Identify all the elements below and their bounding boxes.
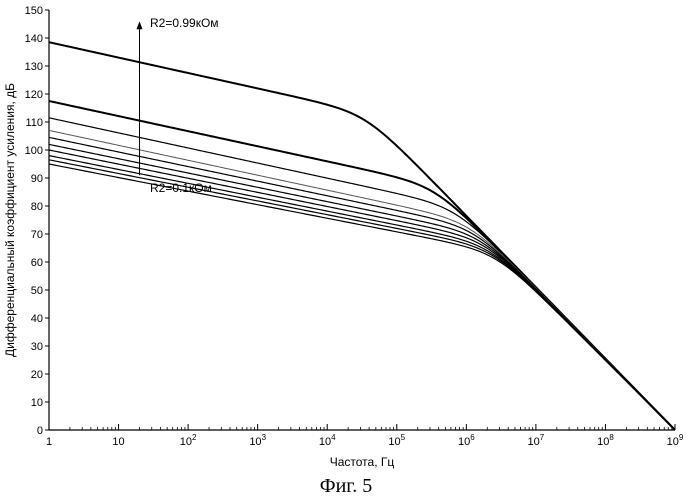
figure-caption: Фиг. 5 (320, 475, 372, 497)
series-line-9 (48, 159, 676, 431)
y-tick-label: 30 (31, 341, 43, 353)
y-tick-label: 130 (25, 61, 43, 73)
series-group (48, 41, 676, 431)
y-tick-label: 110 (25, 117, 43, 129)
axes (48, 10, 675, 431)
series-line-8 (48, 155, 676, 431)
x-tick-label: 106 (458, 433, 475, 448)
y-tick-label: 60 (31, 257, 43, 269)
series-line-6 (48, 143, 676, 431)
y-tick-label: 80 (31, 201, 43, 213)
y-tick-label: 20 (31, 369, 43, 381)
y-tick-label: 100 (25, 145, 43, 157)
series-line-1 (48, 41, 676, 431)
x-tick-label: 10 (112, 436, 124, 448)
y-tick-label: 120 (25, 89, 43, 101)
y-tick-label: 90 (31, 173, 43, 185)
y-tick-label: 10 (31, 397, 43, 409)
annotation-bottom-label: R2=0.1кОм (150, 181, 212, 195)
x-tick-label: 109 (667, 433, 684, 448)
annotation-group: R2=0.99кОм R2=0.1кОм (136, 16, 219, 195)
annotation-top-label: R2=0.99кОм (150, 16, 219, 30)
y-tick-label: 150 (25, 5, 43, 17)
x-tick-label: 107 (528, 433, 545, 448)
x-tick-label: 102 (180, 433, 197, 448)
y-axis-label: Дифференциальный коэффициент усиления, д… (3, 83, 17, 357)
x-tick-label: 105 (388, 433, 405, 448)
x-ticks: 1 10 102 103 104 105 106 107 108 109 (46, 424, 684, 448)
y-tick-label: 50 (31, 285, 43, 297)
series-line-5 (48, 136, 676, 431)
y-ticks: 0 10 20 30 40 50 60 70 80 90 100 110 120 130 140 150 (25, 5, 49, 437)
y-tick-label: 0 (37, 425, 43, 437)
x-tick-label: 108 (597, 433, 614, 448)
x-axis-label: Частота, Гц (330, 455, 395, 469)
y-tick-label: 40 (31, 313, 43, 325)
x-tick-label: 1 (46, 436, 52, 448)
x-tick-label: 103 (249, 433, 266, 448)
x-tick-label: 104 (319, 433, 336, 448)
series-line-4 (48, 129, 676, 431)
series-line-10 (48, 163, 676, 431)
series-line-3 (48, 117, 676, 431)
y-tick-label: 140 (25, 33, 43, 45)
arrow-head (136, 21, 143, 30)
series-line-7 (48, 149, 676, 431)
y-tick-label: 70 (31, 229, 43, 241)
